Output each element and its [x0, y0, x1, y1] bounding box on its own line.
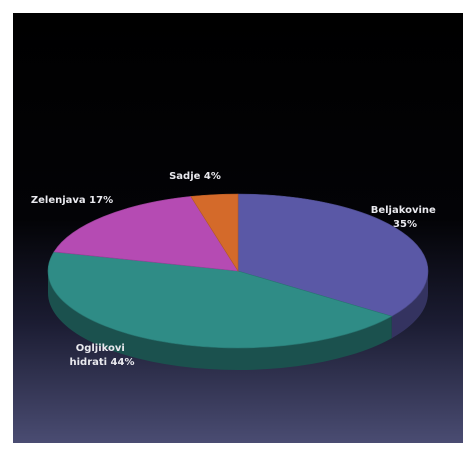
label-sadje-line-1: Sadje 4% [169, 171, 221, 182]
label-sadje: Sadje 4% [169, 171, 221, 182]
label-zelenjava: Zelenjava 17% [31, 195, 113, 206]
pie-chart: Beljakovine 35% Ogljikovi hidrati 44% Ze… [31, 171, 440, 370]
pie-sides [48, 271, 428, 370]
pie-side-ogljikovi-hidrati [48, 271, 392, 370]
label-ogljikovi-line-1: Ogljikovi [76, 343, 125, 354]
pie-slice-sadje [190, 193, 239, 273]
pie-side-beljakovine [391, 271, 428, 339]
pie-top [47, 193, 429, 349]
pie-slice-beljakovine [237, 193, 429, 317]
label-zelenjava-line-1: Zelenjava 17% [31, 195, 113, 206]
label-beljakovine-line-2: 35% [393, 219, 417, 230]
label-ogljikovi: Ogljikovi hidrati 44% [69, 343, 134, 368]
pie-slice-ogljikovi-hidrati [47, 251, 393, 349]
pie-slice-zelenjava [53, 196, 239, 272]
label-beljakovine: Beljakovine 35% [371, 205, 440, 230]
slide-background: Beljakovine 35% Ogljikovi hidrati 44% Ze… [13, 13, 463, 443]
label-beljakovine-line-1: Beljakovine [371, 205, 436, 216]
label-ogljikovi-line-2: hidrati 44% [69, 357, 134, 368]
